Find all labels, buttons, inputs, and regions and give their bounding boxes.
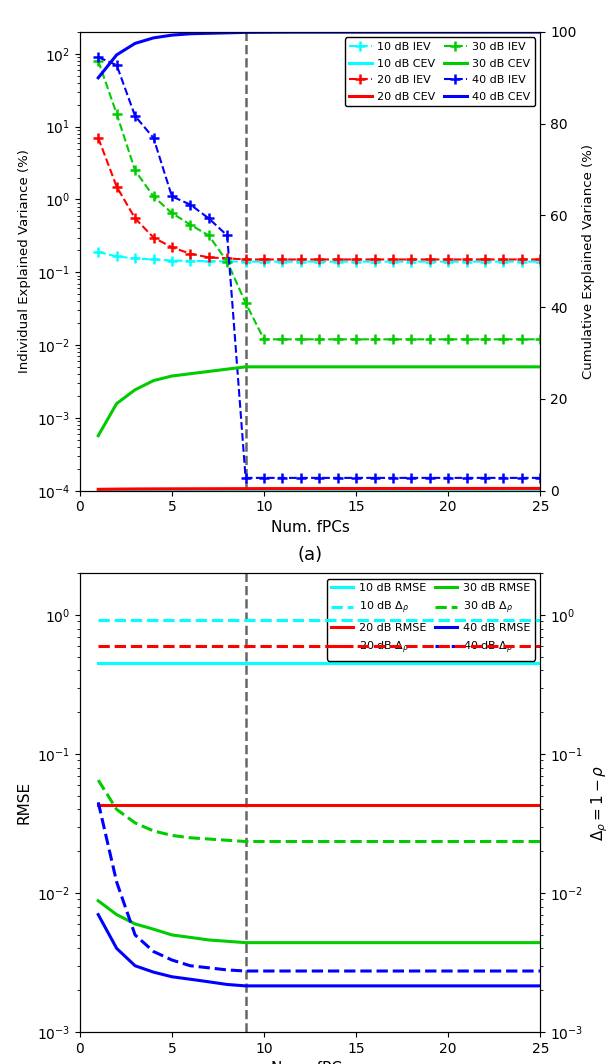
Y-axis label: Cumulative Explained Variance (%): Cumulative Explained Variance (%): [582, 144, 595, 379]
Y-axis label: RMSE: RMSE: [16, 781, 31, 825]
X-axis label: Num. fPCs: Num. fPCs: [271, 1062, 349, 1064]
Y-axis label: $\Delta_\rho=1-\rho$: $\Delta_\rho=1-\rho$: [589, 764, 610, 841]
Legend: 10 dB IEV, 10 dB CEV, 20 dB IEV, 20 dB CEV, 30 dB IEV, 30 dB CEV, 40 dB IEV, 40 : 10 dB IEV, 10 dB CEV, 20 dB IEV, 20 dB C…: [345, 37, 535, 106]
X-axis label: Num. fPCs: Num. fPCs: [271, 520, 349, 535]
Legend: 10 dB RMSE, 10 dB $\Delta_\rho$, 20 dB RMSE, 20 dB $\Delta_\rho$, 30 dB RMSE, 30: 10 dB RMSE, 10 dB $\Delta_\rho$, 20 dB R…: [327, 579, 535, 661]
Text: (a): (a): [298, 546, 322, 564]
Y-axis label: Individual Explained Variance (%): Individual Explained Variance (%): [18, 149, 31, 373]
